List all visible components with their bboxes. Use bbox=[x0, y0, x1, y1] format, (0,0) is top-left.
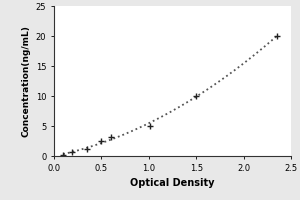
Y-axis label: Concentration(ng/mL): Concentration(ng/mL) bbox=[21, 25, 30, 137]
X-axis label: Optical Density: Optical Density bbox=[130, 178, 215, 188]
